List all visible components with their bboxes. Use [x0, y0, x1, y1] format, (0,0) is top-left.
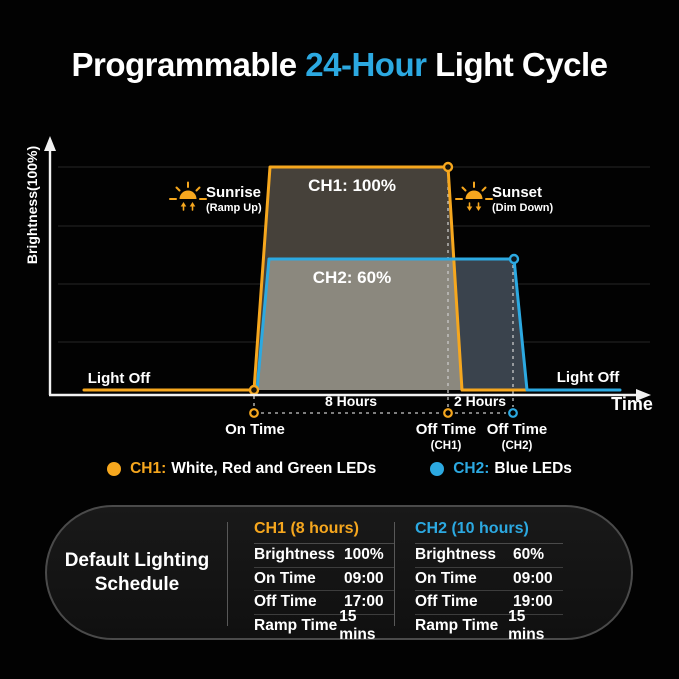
- off-time-ch1-sublabel: (CH1): [431, 440, 462, 452]
- row-label: Ramp Time: [415, 616, 499, 634]
- table-row: Off Time 19:00: [415, 591, 563, 615]
- title-part2: Light Cycle: [435, 46, 608, 83]
- x-axis-arrow-icon: [636, 389, 651, 401]
- sunset-sublabel: (Dim Down): [492, 202, 553, 214]
- table-row: Brightness 60%: [415, 544, 563, 568]
- y-axis-label: Brightness(100%): [24, 146, 40, 264]
- row-label: On Time: [254, 569, 316, 587]
- ch2-column-header: CH2 (10 hours): [415, 520, 563, 544]
- off-time-ch2-label: Off Time: [487, 421, 548, 438]
- light-off-left-label: Light Off: [88, 370, 151, 387]
- ch1-dot-icon: [107, 462, 122, 476]
- span-8h-label: 8 Hours: [325, 393, 377, 409]
- ontime-axis-ring: [249, 408, 259, 418]
- schedule-title-line2: Schedule: [94, 573, 180, 595]
- table-row: Off Time 17:00: [254, 591, 394, 615]
- table-row: On Time 09:00: [415, 568, 563, 591]
- legend-ch1-name: CH1:: [130, 460, 167, 477]
- row-label: Ramp Time: [254, 616, 338, 634]
- title-part1: Programmable: [71, 46, 298, 83]
- ch2-dot-icon: [430, 462, 445, 476]
- default-schedule-panel: Default Lighting Schedule CH1 (8 hours) …: [45, 505, 633, 643]
- off-time-ch2-sublabel: (CH2): [502, 440, 533, 452]
- schedule-column-ch1: CH1 (8 hours) Brightness 100% On Time 09…: [254, 520, 394, 643]
- row-label: Brightness: [254, 546, 335, 564]
- sunrise-icon: [169, 181, 207, 211]
- row-value: 100%: [344, 546, 384, 564]
- on-time-label: On Time: [225, 421, 285, 438]
- ch1-curve: [82, 165, 528, 392]
- ch1-column-header: CH1 (8 hours): [254, 520, 394, 544]
- table-row: Ramp Time 15 mins: [415, 608, 563, 643]
- ontime-corner-marker: [248, 384, 260, 396]
- legend-ch1-desc: White, Red and Green LEDs: [171, 460, 377, 477]
- off-time-ch1-label: Off Time: [416, 421, 477, 438]
- table-row: On Time 09:00: [254, 568, 394, 591]
- row-label: Brightness: [415, 546, 496, 564]
- table-row: Ramp Time 15 mins: [254, 608, 394, 643]
- divider: [394, 522, 395, 626]
- row-label: On Time: [415, 569, 477, 587]
- ch1-area-label: CH1: 100%: [308, 176, 396, 195]
- legend-item-ch2: CH2: Blue LEDs: [430, 460, 572, 478]
- row-value: 19:00: [513, 593, 553, 611]
- sunset-icon: [455, 181, 493, 211]
- ch2-peak-marker: [508, 253, 520, 265]
- light-off-right-label: Light Off: [557, 369, 620, 386]
- row-value: 09:00: [513, 569, 553, 587]
- sunrise-label: Sunrise: [206, 184, 261, 201]
- ch1-offtime-axis-ring: [443, 408, 453, 418]
- light-cycle-chart: Brightness(100%) Time CH1: 100% CH2: 60%…: [24, 136, 653, 452]
- legend-item-ch1: CH1: White, Red and Green LEDs: [107, 460, 376, 478]
- span-2h-label: 2 Hours: [454, 393, 506, 409]
- x-axis-label: Time: [611, 394, 653, 414]
- sunset-label: Sunset: [492, 184, 542, 201]
- schedule-column-ch2: CH2 (10 hours) Brightness 60% On Time 09…: [415, 520, 563, 643]
- page-title: Programmable 24-Hour Light Cycle: [0, 46, 679, 84]
- sunrise-sublabel: (Ramp Up): [206, 202, 262, 214]
- table-row: Brightness 100%: [254, 544, 394, 568]
- row-value: 17:00: [344, 593, 384, 611]
- ch2-offtime-axis-ring: [508, 408, 518, 418]
- row-value: 15 mins: [339, 607, 376, 643]
- dashed-guides: [253, 173, 514, 414]
- ch2-area-label: CH2: 60%: [313, 268, 391, 287]
- legend: CH1: White, Red and Green LEDs CH2: Blue…: [0, 460, 679, 478]
- row-label: Off Time: [415, 593, 478, 611]
- legend-ch2-desc: Blue LEDs: [494, 460, 572, 477]
- schedule-title: Default Lighting Schedule: [47, 549, 227, 597]
- schedule-title-line1: Default Lighting: [64, 549, 210, 571]
- row-value: 09:00: [344, 569, 384, 587]
- row-value: 60%: [513, 546, 545, 564]
- row-value: 15 mins: [508, 607, 545, 643]
- divider: [227, 522, 228, 626]
- y-axis: [44, 136, 56, 395]
- title-highlight: 24-Hour: [305, 46, 427, 83]
- ch2-only-area: [454, 259, 527, 390]
- y-axis-arrow-icon: [44, 136, 56, 151]
- row-label: Off Time: [254, 593, 317, 611]
- x-axis: [49, 389, 651, 401]
- legend-ch2-name: CH2:: [453, 460, 490, 477]
- ch1-peak-marker: [442, 161, 454, 173]
